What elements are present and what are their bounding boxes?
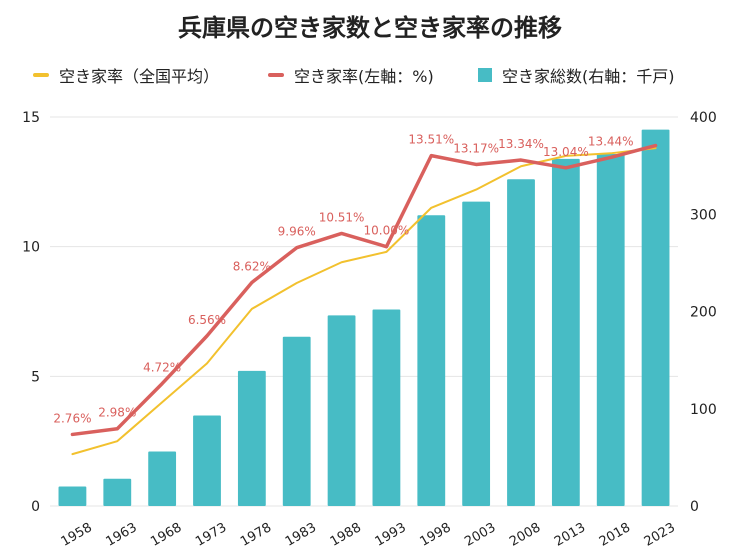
x-tick-label: 1988 <box>328 520 364 550</box>
x-tick-label: 1958 <box>59 520 95 550</box>
x-tick-label: 1968 <box>148 520 184 550</box>
legend-swatch-national <box>33 73 49 77</box>
bar <box>462 201 491 507</box>
left-tick-label: 10 <box>22 240 40 256</box>
data-label: 13.17% <box>453 141 499 155</box>
bar <box>237 370 266 506</box>
legend: 空き家率（全国平均） 空き家率(左軸：%) 空き家総数(右軸：千戸) <box>0 63 740 89</box>
x-tick-label: 2023 <box>642 520 678 550</box>
data-label: 2.76% <box>53 411 91 425</box>
legend-label-national: 空き家率（全国平均） <box>59 67 220 86</box>
x-tick-label: 1998 <box>417 520 453 550</box>
x-tick-label: 2003 <box>462 520 498 550</box>
legend-swatch-count <box>478 68 492 82</box>
bar <box>641 129 670 506</box>
x-tick-label: 1983 <box>283 520 319 550</box>
bar <box>596 153 625 506</box>
legend-item-rate: 空き家率(左軸：%) <box>268 63 434 87</box>
legend-item-count: 空き家総数(右軸：千戸) <box>478 63 675 87</box>
data-label: 2.98% <box>98 406 136 420</box>
bar <box>327 315 356 506</box>
data-label: 13.51% <box>408 133 454 147</box>
data-label: 8.62% <box>233 259 271 273</box>
x-tick-label: 1973 <box>193 520 229 550</box>
data-label: 13.04% <box>543 145 589 159</box>
data-label: 10.00% <box>364 224 410 238</box>
x-tick-label: 2013 <box>552 520 588 550</box>
x-tick-label: 1993 <box>373 520 409 550</box>
data-label: 6.56% <box>188 313 226 327</box>
bar <box>103 478 132 506</box>
legend-label-rate: 空き家率(左軸：%) <box>294 67 434 86</box>
bar <box>58 486 87 506</box>
chart-title: 兵庫県の空き家数と空き家率の推移 <box>178 14 562 42</box>
right-tick-label: 300 <box>690 207 717 223</box>
line-hyogo-rate <box>70 143 658 437</box>
right-tick-label: 200 <box>690 305 717 321</box>
left-tick-label: 0 <box>31 499 40 515</box>
line-national-average <box>71 147 657 456</box>
left-tick-label: 15 <box>22 110 40 126</box>
right-tick-label: 0 <box>690 499 699 515</box>
legend-item-national: 空き家率（全国平均） <box>33 63 219 87</box>
bar <box>551 158 580 506</box>
bar <box>507 179 535 507</box>
right-tick-label: 400 <box>690 110 717 126</box>
x-tick-label: 2008 <box>507 520 543 550</box>
bar <box>282 336 311 506</box>
bar <box>193 415 221 506</box>
x-tick-label: 1963 <box>103 520 139 550</box>
bar <box>148 451 177 506</box>
left-tick-label: 5 <box>31 369 40 385</box>
data-label: 13.44% <box>588 134 634 148</box>
data-label: 9.96% <box>278 225 316 239</box>
right-tick-label: 100 <box>690 402 717 418</box>
legend-label-count: 空き家総数(右軸：千戸) <box>502 67 675 86</box>
data-label: 4.72% <box>143 361 181 375</box>
bar <box>417 215 446 506</box>
x-tick-label: 1978 <box>238 520 274 550</box>
data-label: 13.34% <box>498 137 544 151</box>
bar <box>372 309 401 506</box>
data-label: 10.51% <box>319 210 365 224</box>
x-tick-label: 2018 <box>597 520 633 550</box>
legend-swatch-rate <box>268 73 284 77</box>
